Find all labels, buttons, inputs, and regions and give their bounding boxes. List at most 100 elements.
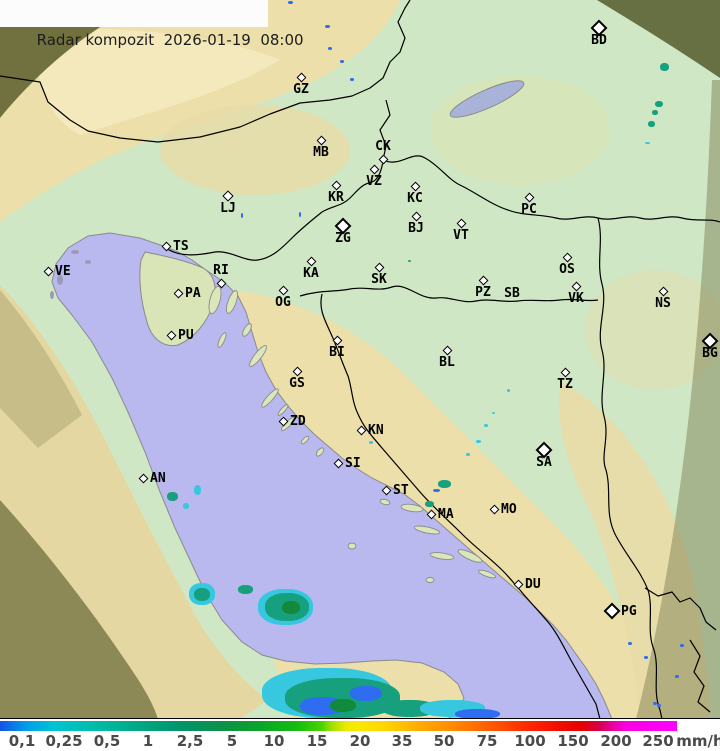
legend-tick-label: 0,5 <box>93 732 121 750</box>
radar-echo <box>492 412 495 414</box>
radar-echo <box>653 702 657 705</box>
station-code-label: GS <box>289 376 305 391</box>
radar-echo <box>183 503 189 509</box>
station-code-label: ZG <box>335 231 351 246</box>
station-code-label: VT <box>453 228 469 243</box>
station-code-label: SA <box>536 455 552 470</box>
legend-tick-label: 0,1 <box>8 732 36 750</box>
station-code-label: BL <box>439 355 455 370</box>
station-code-label: SK <box>371 272 387 287</box>
station-code-label: TZ <box>557 377 573 392</box>
radar-echo <box>328 47 332 50</box>
legend-tick-label: 250 <box>642 732 674 750</box>
intensity-legend: 0,1 0,25 0,5 1 2,5 5 10 15 20 35 50 75 100 150 200 250 … <box>0 719 720 751</box>
station-code-label: PC <box>521 202 537 217</box>
legend-tick-label: 100 <box>514 732 546 750</box>
radar-echo <box>648 121 655 127</box>
radar-echo <box>433 489 440 492</box>
lake-balaton <box>449 80 525 118</box>
station-code-label: AN <box>150 471 166 486</box>
station-code-label: SI <box>345 456 361 471</box>
station-code-label: BI <box>329 345 345 360</box>
radar-echo <box>476 440 481 443</box>
station-code-label: MB <box>313 145 329 160</box>
out-of-range-shading <box>0 0 720 718</box>
legend-tick-label: 20 <box>349 732 371 750</box>
radar-echo <box>660 63 669 71</box>
radar-echo <box>425 501 434 507</box>
radar-echo <box>628 642 632 645</box>
station-code-label: KR <box>328 190 344 205</box>
radar-map: GZ BD MB CK VZ KR LJ KC PC BJ VT ZG TS OS VE RI KA SK PZ SB… <box>0 0 720 719</box>
radar-echo <box>466 453 470 456</box>
radar-echo <box>655 101 663 107</box>
country-borders <box>0 0 720 718</box>
station-code-label: PU <box>178 328 194 343</box>
station-code-label: SB <box>504 286 520 301</box>
radar-echo <box>675 675 679 678</box>
radar-echo <box>350 78 354 81</box>
station-code-label: TS <box>173 239 189 254</box>
station-code-label: BD <box>591 33 607 48</box>
station-code-label: MA <box>438 507 454 522</box>
station-code-label: KC <box>407 191 423 206</box>
station-code-label: RI <box>213 263 229 278</box>
station-code-label: LJ <box>220 201 236 216</box>
radar-echo <box>369 441 373 444</box>
istria-peninsula <box>139 251 216 347</box>
radar-echo <box>238 585 253 594</box>
station-code-label: MO <box>501 502 517 517</box>
radar-echo <box>657 704 661 707</box>
legend-tick-label: 35 <box>391 732 413 750</box>
radar-echo <box>330 699 356 712</box>
station-code-label: OS <box>559 262 575 277</box>
radar-echo <box>644 656 648 659</box>
station-code-label: CK <box>375 139 391 154</box>
radar-echo <box>288 1 293 4</box>
legend-tick-label: 1 <box>142 732 154 750</box>
radar-echo <box>438 480 451 488</box>
radar-echo <box>194 485 201 495</box>
title-bar: Radar kompozit 2026-01-19 08:00 <box>0 0 304 49</box>
title-text: Radar kompozit 2026-01-19 08:00 <box>36 31 304 49</box>
radar-echo <box>455 709 500 718</box>
legend-tick-label: 10 <box>263 732 285 750</box>
radar-echo <box>340 60 344 63</box>
legend-tick-label: 50 <box>433 732 455 750</box>
legend-unit-label: mm/h <box>676 732 720 750</box>
radar-echo <box>299 212 301 217</box>
radar-echo <box>325 25 330 28</box>
legend-tick-label: 75 <box>476 732 498 750</box>
radar-echo <box>652 110 658 115</box>
station-code-label: DU <box>525 577 541 592</box>
radar-echo <box>350 686 382 701</box>
station-code-label: VK <box>568 291 584 306</box>
legend-tick-label: 2,5 <box>176 732 204 750</box>
station-code-label: BJ <box>408 221 424 236</box>
station-code-label: BG <box>702 346 718 361</box>
station-code-label: GZ <box>293 82 309 97</box>
station-code-label: VE <box>55 264 71 279</box>
station-code-label: OG <box>275 295 291 310</box>
legend-tick-label: 150 <box>557 732 589 750</box>
radar-echo <box>282 601 300 614</box>
basemap <box>0 0 720 718</box>
radar-echo <box>680 644 684 647</box>
station-code-label: PA <box>185 286 201 301</box>
radar-echo <box>408 260 411 262</box>
legend-tick-label: 15 <box>306 732 328 750</box>
radar-echo <box>241 213 243 218</box>
legend-tick-label: 200 <box>600 732 632 750</box>
station-code-label: PG <box>621 604 637 619</box>
station-code-label: ST <box>393 483 409 498</box>
radar-echo <box>645 142 650 144</box>
legend-tick-label: 5 <box>226 732 238 750</box>
station-code-label: PZ <box>475 285 491 300</box>
radar-echo <box>507 389 510 392</box>
station-code-label: ZD <box>290 414 306 429</box>
legend-tick-label: 0,25 <box>45 732 83 750</box>
station-code-label: VZ <box>366 174 382 189</box>
radar-echo <box>484 424 488 427</box>
station-code-label: KN <box>368 423 384 438</box>
